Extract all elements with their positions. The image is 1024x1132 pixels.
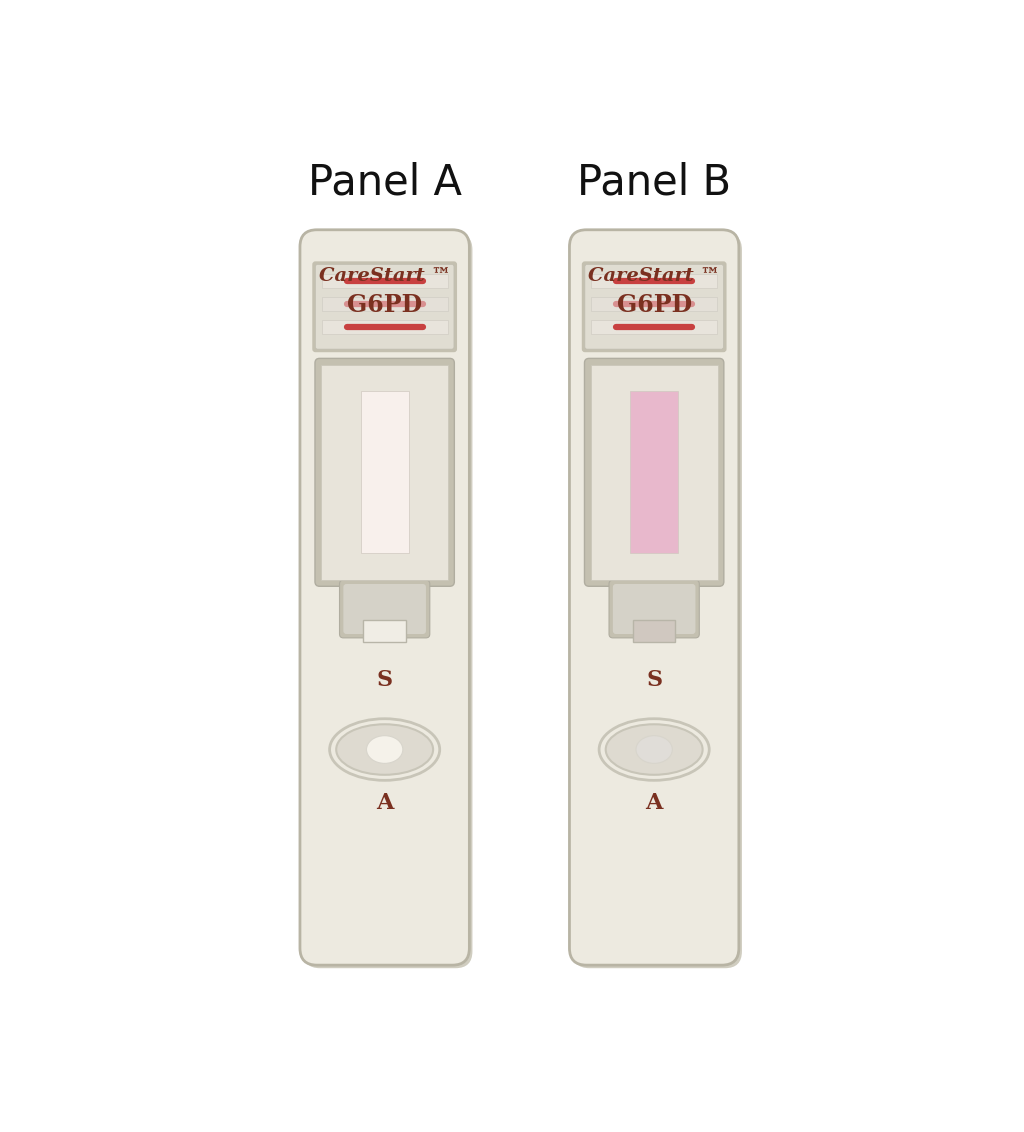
FancyBboxPatch shape: [312, 261, 457, 352]
Bar: [322, 297, 447, 310]
Ellipse shape: [367, 736, 402, 763]
FancyBboxPatch shape: [569, 230, 739, 966]
Text: S: S: [377, 669, 393, 692]
FancyBboxPatch shape: [572, 233, 742, 968]
Bar: [591, 365, 718, 580]
FancyBboxPatch shape: [315, 359, 455, 586]
Ellipse shape: [336, 724, 433, 774]
Bar: [322, 320, 447, 334]
Bar: [591, 274, 717, 288]
Ellipse shape: [636, 736, 673, 763]
FancyBboxPatch shape: [300, 230, 469, 966]
FancyBboxPatch shape: [613, 584, 695, 634]
Text: CareStart ™: CareStart ™: [588, 267, 720, 285]
Text: G6PD: G6PD: [616, 293, 692, 317]
Text: Panel A: Panel A: [307, 161, 462, 203]
Bar: [322, 274, 447, 288]
Bar: [591, 320, 717, 334]
Text: CareStart ™: CareStart ™: [318, 267, 451, 285]
Text: S: S: [646, 669, 663, 692]
Text: A: A: [376, 792, 393, 814]
FancyBboxPatch shape: [582, 261, 727, 352]
Bar: [364, 620, 406, 642]
Bar: [360, 392, 409, 554]
Text: Panel B: Panel B: [578, 161, 731, 203]
FancyBboxPatch shape: [340, 580, 430, 637]
FancyBboxPatch shape: [609, 580, 699, 637]
FancyBboxPatch shape: [343, 584, 426, 634]
Text: G6PD: G6PD: [347, 293, 422, 317]
Text: A: A: [645, 792, 663, 814]
Bar: [633, 620, 676, 642]
Bar: [322, 365, 449, 580]
Bar: [591, 297, 717, 310]
FancyBboxPatch shape: [585, 359, 724, 586]
FancyBboxPatch shape: [303, 233, 472, 968]
Ellipse shape: [606, 724, 702, 774]
FancyBboxPatch shape: [315, 265, 454, 349]
Bar: [630, 392, 678, 554]
FancyBboxPatch shape: [585, 265, 724, 349]
